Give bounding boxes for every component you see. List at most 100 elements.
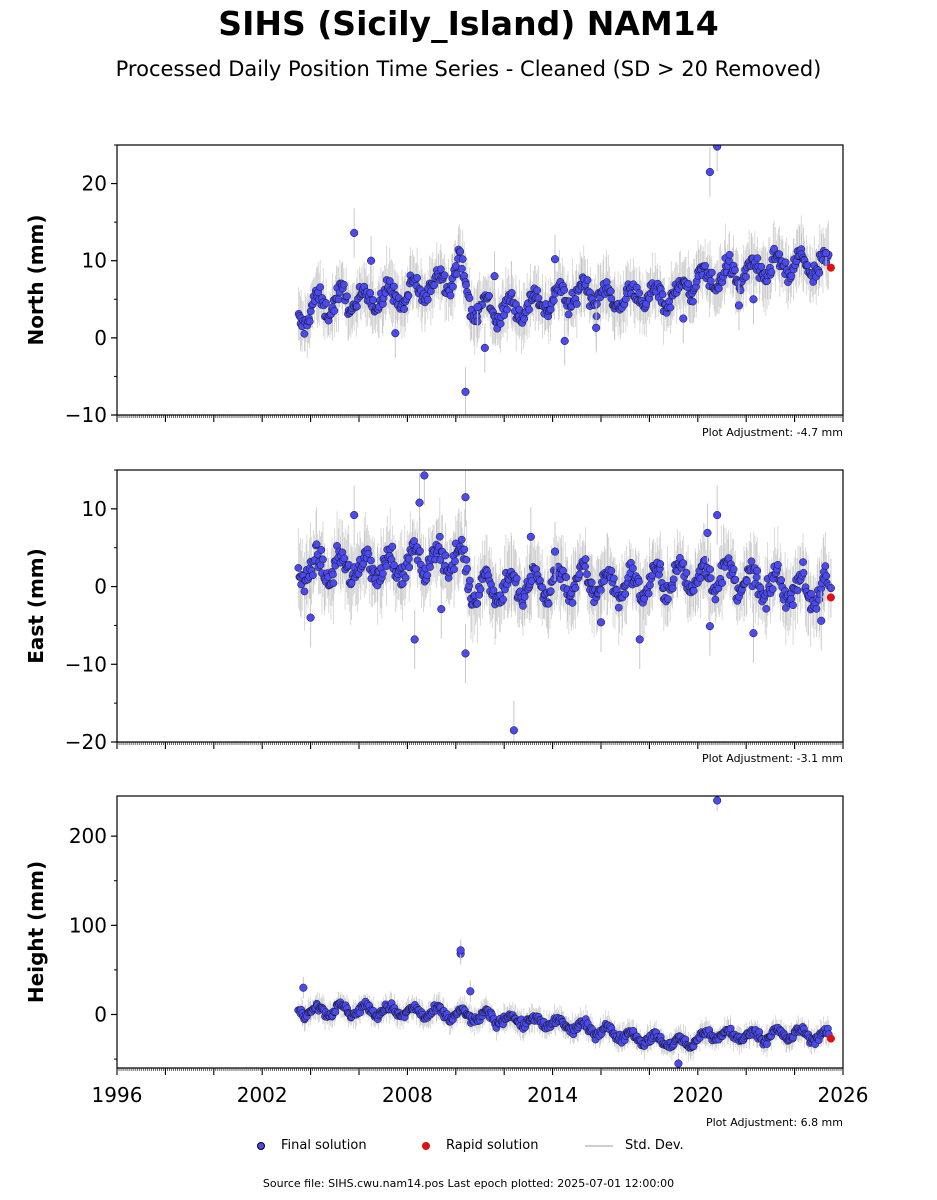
final-solution-point [499, 595, 508, 604]
final-solution-point [390, 282, 398, 291]
final-solution-point [562, 573, 571, 581]
final-solution-point [749, 295, 758, 304]
rapid-solution-point [826, 1034, 835, 1043]
final-solution-point [635, 289, 644, 297]
final-solution-point [606, 287, 615, 296]
final-solution-point [490, 272, 499, 281]
final-solution-point [300, 329, 309, 338]
final-solution-point [689, 297, 697, 306]
final-solution-point [416, 547, 424, 555]
final-solution-point [668, 584, 677, 593]
final-solution-point [679, 559, 688, 568]
x-tick-label: 2002 [237, 1083, 288, 1107]
final-solution-point [644, 589, 653, 598]
final-solution-point [822, 248, 831, 258]
final-solution-point [713, 511, 722, 520]
final-solution-point [343, 292, 351, 301]
final-solution-point [549, 296, 558, 305]
final-solution-point [441, 551, 450, 560]
legend: Final solution Rapid solution Std. Dev. [0, 1138, 937, 1158]
final-solution-point [789, 601, 797, 610]
y-tick-label: 10 [82, 497, 107, 521]
final-solution-point [546, 587, 555, 595]
final-solution-point [593, 300, 601, 308]
final-solution-point [309, 571, 317, 580]
final-solution-point [822, 572, 831, 580]
y-tick-label: −20 [65, 730, 107, 754]
legend-rapid-label: Rapid solution [446, 1138, 539, 1153]
final-solution-point [725, 250, 734, 259]
data-points [294, 470, 835, 742]
rapid-solution-point [826, 593, 835, 602]
final-solution-point [480, 343, 489, 352]
final-solution-point [503, 305, 511, 314]
final-solution-point [706, 565, 714, 574]
final-solution-point [706, 574, 715, 582]
final-solution-point [294, 564, 303, 572]
final-solution-point [799, 568, 808, 577]
final-solution-point [560, 286, 569, 294]
final-solution-point [731, 266, 739, 274]
rapid-solution-marker-icon [422, 1141, 430, 1150]
std-dev-line-icon [585, 1144, 613, 1147]
y-tick-label: 0 [94, 326, 107, 350]
chart-subtitle: Processed Daily Position Time Series - C… [115, 57, 822, 81]
final-solution-point [713, 145, 722, 151]
final-solution-point [621, 590, 630, 598]
y-tick-label: 0 [94, 575, 107, 599]
panel-north: −10 0 10 20 North (mm) Plot Adjustment: -4.7 … [24, 144, 844, 439]
final-solution-point [815, 269, 824, 277]
final-solution-point [436, 265, 445, 274]
final-solution-point [446, 291, 455, 300]
x-tick-label: 1996 [92, 1083, 143, 1107]
final-solution-point [705, 167, 714, 177]
final-solution-point [774, 560, 782, 569]
final-solution-point [329, 579, 338, 587]
final-solution-point [729, 565, 738, 574]
y-axis-label: Height (mm) [24, 861, 48, 1003]
final-solution-point [423, 571, 432, 580]
final-solution-point [682, 568, 691, 577]
plot-adjustment-note: Plot Adjustment: -4.7 mm [702, 426, 843, 439]
final-solution-point [512, 574, 521, 583]
final-solution-point [752, 573, 761, 582]
final-solution-point [400, 305, 408, 313]
legend-std-label: Std. Dev. [625, 1138, 684, 1153]
final-solution-point [703, 528, 712, 537]
final-solution-point [496, 319, 505, 328]
final-solution-point [458, 264, 466, 273]
y-tick-label: 100 [69, 913, 107, 937]
final-solution-marker-icon [257, 1141, 265, 1150]
final-solution-point [450, 565, 458, 574]
final-solution-point [705, 622, 714, 631]
y-tick-label: −10 [65, 652, 107, 676]
final-solution-point [451, 557, 459, 566]
final-solution-point [473, 599, 482, 608]
final-solution-point [714, 284, 723, 293]
final-solution-point [803, 261, 812, 270]
final-solution-point [460, 545, 469, 554]
legend-final: Final solution [257, 1138, 367, 1153]
final-solution-point [775, 250, 784, 259]
final-solution-point [706, 277, 715, 285]
final-solution-point [674, 1059, 683, 1068]
final-solution-point [544, 599, 553, 608]
final-solution-point [462, 555, 471, 564]
final-solution-point [350, 228, 359, 237]
final-solution-point [520, 592, 529, 601]
final-solution-point [701, 556, 709, 564]
final-solution-point [329, 570, 337, 579]
final-solution-point [689, 586, 698, 595]
final-solution-point [707, 268, 716, 277]
final-solution-point [322, 299, 330, 307]
plot-adjustment-note: Plot Adjustment: -3.1 mm [702, 752, 843, 765]
final-solution-point [821, 562, 830, 570]
final-solution-point [550, 255, 560, 264]
final-solution-point [456, 247, 465, 256]
final-solution-point [410, 635, 419, 644]
final-solution-point [592, 323, 601, 332]
final-solution-point [742, 272, 750, 281]
final-solution-point [762, 604, 771, 613]
final-solution-point [538, 583, 547, 592]
final-solution-point [485, 291, 493, 300]
